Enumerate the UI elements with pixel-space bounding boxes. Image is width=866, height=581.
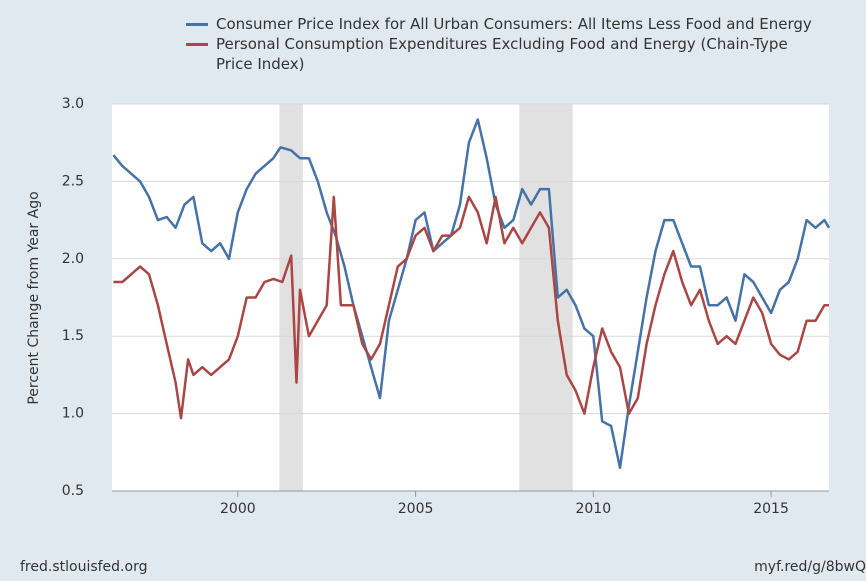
series-line (112, 118, 831, 470)
source: fred.stlouisfed.org (20, 559, 147, 575)
y-tick-label: 2.0 (62, 251, 84, 267)
short-link: myf.red/g/8bwQ (754, 559, 866, 575)
y-axis-label: Percent Change from Year Ago (26, 191, 42, 404)
legend-entry: Personal Consumption Expenditures Exclud… (186, 34, 826, 74)
y-tick-label: 0.5 (62, 483, 84, 499)
plot-area (112, 104, 829, 491)
y-tick-label: 3.0 (62, 96, 84, 112)
x-tick-label: 2000 (220, 501, 256, 517)
x-tick-label: 2010 (575, 501, 611, 517)
legend-entry: Consumer Price Index for All Urban Consu… (186, 14, 826, 34)
series-line (113, 195, 829, 420)
legend: Consumer Price Index for All Urban Consu… (186, 14, 826, 74)
x-tick-label: 2005 (398, 501, 434, 517)
y-tick-label: 1.5 (62, 328, 84, 344)
recession-band (519, 104, 573, 491)
y-tick-label: 1.0 (62, 406, 84, 422)
x-tick-label: 2015 (753, 501, 789, 517)
legend-label: Consumer Price Index for All Urban Consu… (216, 15, 812, 33)
legend-swatch (186, 23, 208, 26)
legend-label: Personal Consumption Expenditures Exclud… (216, 35, 788, 73)
recession-band (279, 104, 303, 491)
legend-swatch (186, 43, 208, 46)
y-tick-label: 2.5 (62, 173, 84, 189)
